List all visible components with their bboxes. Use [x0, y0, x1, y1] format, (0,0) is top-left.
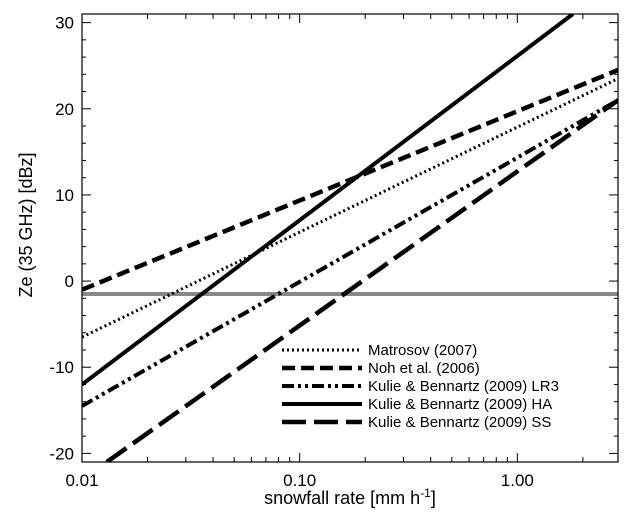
series-line-1	[82, 77, 618, 339]
legend: Matrosov (2007)Noh et al. (2006)Kulie & …	[282, 342, 559, 431]
y-tick-label: -10	[49, 358, 74, 377]
x-axis-title-main: snowfall rate [mm h	[264, 488, 420, 508]
series-line-4	[82, 14, 575, 387]
y-tick-label: 0	[65, 272, 74, 291]
y-tick-label: -20	[49, 444, 74, 463]
series-line-3	[82, 98, 618, 408]
x-tick-label: 0.01	[65, 471, 98, 490]
y-tick-label: 30	[55, 14, 74, 33]
axis-ticks: -20 -10 0 10 20 30 0.01 0.10 1.00	[49, 14, 618, 490]
legend-label-1: Matrosov (2007)	[368, 342, 477, 359]
series-line-5	[105, 98, 618, 462]
x-axis-title: snowfall rate [mm h-1]	[264, 486, 436, 508]
y-tick-label: 10	[55, 186, 74, 205]
x-axis-title-sup: -1	[420, 486, 431, 500]
y-axis-title: Ze (35 GHz) [dBz]	[16, 152, 36, 297]
y-tick-label: 20	[55, 100, 74, 119]
x-tick-label: 1.00	[501, 471, 534, 490]
plot-border	[81, 13, 619, 463]
plot-frame	[81, 13, 619, 463]
legend-label-3: Kulie & Bennartz (2009) LR3	[368, 378, 559, 395]
legend-label-2: Noh et al. (2006)	[368, 360, 480, 377]
x-tick-label: 0.10	[283, 471, 316, 490]
x-axis-title-end: ]	[431, 488, 436, 508]
legend-label-5: Kulie & Bennartz (2009) SS	[368, 414, 551, 431]
legend-label-4: Kulie & Bennartz (2009) HA	[368, 396, 552, 413]
series-layer	[82, 14, 618, 462]
